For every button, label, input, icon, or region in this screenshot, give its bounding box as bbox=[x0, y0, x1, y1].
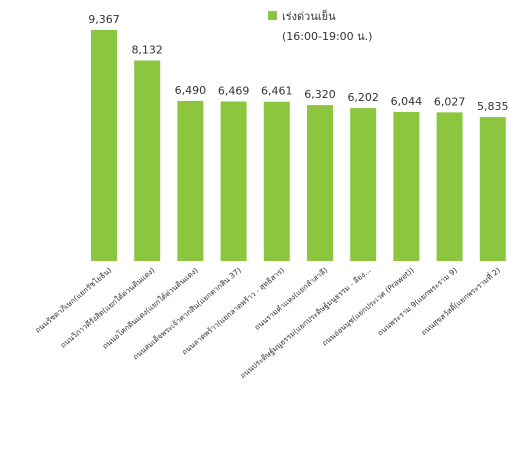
category-label-6: ถนนรามคำแหง(แยกลำสาลี) bbox=[253, 266, 330, 332]
category-label-8: ถนนอ่อนนุช(แยกประเวศ (Prawet)) bbox=[320, 266, 416, 348]
value-label-3: 6,490 bbox=[175, 84, 207, 97]
bar-9 bbox=[436, 112, 463, 262]
value-label-6: 6,320 bbox=[304, 88, 336, 101]
category-label-9: ถนนพระราม 9(แยกพระราม 9) bbox=[376, 266, 459, 338]
category-label-10: ถนนสุขสวัสดิ์(แยกพระรามที่ 2) bbox=[419, 265, 503, 337]
bar-7 bbox=[350, 108, 377, 261]
legend-sublabel: (16:00-19:00 น.) bbox=[282, 30, 373, 43]
bar-5 bbox=[263, 101, 290, 261]
value-label-8: 6,044 bbox=[391, 95, 423, 108]
legend-label: เร่งด่วนเย็น bbox=[282, 10, 336, 23]
value-label-10: 5,835 bbox=[477, 100, 509, 113]
value-label-2: 8,132 bbox=[131, 44, 163, 57]
value-label-5: 6,461 bbox=[261, 85, 293, 98]
bar-1 bbox=[91, 30, 117, 261]
value-label-9: 6,027 bbox=[434, 95, 466, 108]
legend-swatch bbox=[268, 11, 277, 20]
bar-2 bbox=[134, 60, 161, 261]
value-label-4: 6,469 bbox=[218, 85, 250, 98]
category-label-1: ถนนรัชดาภิเษก(แยกรัชโยธิน) bbox=[33, 266, 113, 335]
bar-4 bbox=[220, 101, 247, 261]
value-label-1: 9,367 bbox=[88, 13, 120, 26]
value-label-7: 6,202 bbox=[347, 91, 379, 104]
bar-10 bbox=[479, 117, 506, 261]
bar-8 bbox=[393, 111, 420, 262]
bar-3 bbox=[177, 100, 204, 262]
bar-6 bbox=[307, 105, 333, 261]
